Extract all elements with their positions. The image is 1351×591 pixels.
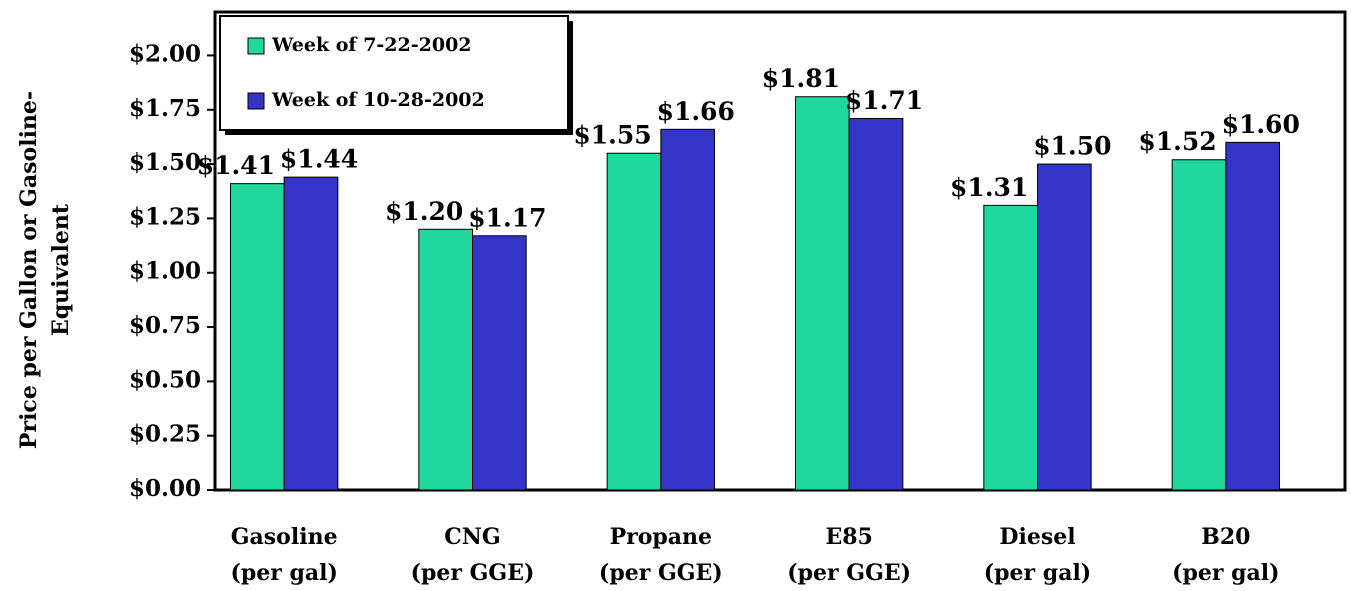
legend bbox=[219, 15, 569, 131]
data-label: $1.50 bbox=[1033, 132, 1111, 161]
bar bbox=[606, 152, 662, 491]
y-tick-label: $2.00 bbox=[129, 40, 201, 67]
x-tick-label: (per GGE) bbox=[411, 560, 535, 586]
x-tick-label: Gasoline bbox=[231, 524, 338, 550]
legend-swatch bbox=[247, 37, 265, 55]
data-label: $1.55 bbox=[573, 121, 651, 150]
x-tick-label: B20 bbox=[1201, 524, 1250, 550]
x-tick-label: (per GGE) bbox=[787, 560, 911, 586]
bar bbox=[660, 128, 716, 491]
data-label: $1.71 bbox=[845, 86, 923, 115]
data-label: $1.60 bbox=[1222, 110, 1300, 139]
y-axis-label: Price per Gallon or Gasoline- bbox=[16, 91, 42, 449]
legend-label: Week of 10-28-2002 bbox=[271, 89, 485, 111]
bar bbox=[983, 204, 1039, 491]
bar bbox=[794, 96, 850, 491]
plot-frame bbox=[213, 10, 1347, 492]
bar bbox=[283, 176, 339, 491]
data-label: $1.17 bbox=[468, 203, 546, 232]
bar bbox=[229, 183, 285, 491]
x-tick-label: (per gal) bbox=[984, 560, 1091, 586]
y-tick-label: $1.75 bbox=[129, 95, 201, 122]
data-label: $1.81 bbox=[762, 64, 840, 93]
bar bbox=[848, 117, 904, 491]
x-tick-label: (per gal) bbox=[1172, 560, 1279, 586]
x-tick-label: (per GGE) bbox=[599, 560, 723, 586]
y-tick-label: $0.00 bbox=[129, 475, 201, 502]
bar bbox=[418, 228, 474, 491]
legend-label: Week of 7-22-2002 bbox=[271, 34, 472, 56]
y-tick-label: $1.50 bbox=[129, 149, 201, 176]
x-tick-label: E85 bbox=[825, 524, 872, 550]
bar bbox=[472, 235, 527, 491]
x-tick-label: (per gal) bbox=[230, 560, 337, 586]
data-label: $1.52 bbox=[1138, 127, 1216, 156]
x-tick-label: CNG bbox=[444, 524, 500, 550]
bar bbox=[1037, 163, 1092, 491]
y-tick-label: $0.25 bbox=[129, 421, 201, 448]
data-label: $1.44 bbox=[280, 145, 358, 174]
y-tick-label: $1.25 bbox=[129, 203, 201, 230]
y-tick-label: $0.75 bbox=[129, 312, 201, 339]
bar bbox=[1225, 141, 1281, 491]
y-tick-label: $1.00 bbox=[129, 258, 201, 285]
data-label: $1.20 bbox=[385, 197, 463, 226]
x-tick-label: Propane bbox=[610, 524, 712, 550]
x-tick-label: Diesel bbox=[999, 524, 1075, 550]
data-label: $1.66 bbox=[657, 97, 735, 126]
y-axis-label: Equivalent bbox=[48, 203, 74, 336]
y-tick-label: $0.50 bbox=[129, 366, 201, 393]
data-label: $1.41 bbox=[197, 151, 275, 180]
data-label: $1.31 bbox=[950, 173, 1028, 202]
legend-swatch bbox=[247, 92, 265, 110]
bar bbox=[1171, 159, 1227, 491]
